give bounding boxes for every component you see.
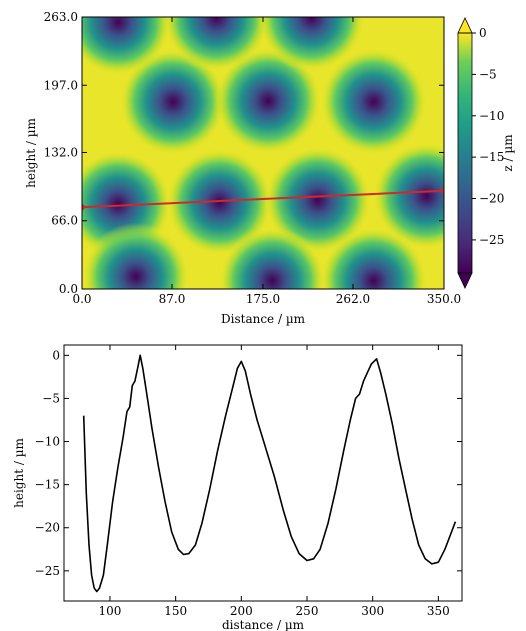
- pit-9: [82, 222, 190, 289]
- pit-5: [214, 46, 322, 155]
- profile-x-tick-label: 200: [230, 604, 253, 618]
- colorbar-label: z / µm: [501, 134, 515, 172]
- map-y-tick-label: 0.0: [59, 282, 78, 296]
- profile-y-tick-label: −10: [35, 435, 60, 449]
- profile-y-tick-label: −20: [35, 521, 60, 535]
- pit-4: [119, 48, 227, 156]
- colorbar-tick-label: −15: [479, 150, 504, 164]
- height-map-x-label: Distance / µm: [221, 312, 306, 326]
- map-x-tick-label: 175.0: [246, 292, 280, 306]
- pit-8: [319, 226, 428, 289]
- map-y-tick-label: 197.0: [44, 78, 78, 92]
- profile-series-line: [82, 354, 457, 593]
- pit-11: [257, 17, 366, 72]
- map-x-tick-label: 350.0: [427, 292, 461, 306]
- colorbar-body: [458, 33, 472, 273]
- colorbar-tick-label: −25: [479, 233, 504, 247]
- colorbar-frame: [457, 32, 473, 274]
- profile-y-tick-label: −25: [35, 564, 60, 578]
- pit-12: [82, 17, 172, 76]
- colorbar-ticks: 0 −5 −10 −15 −20 −25: [472, 26, 504, 247]
- profile-x-tick-label: 350: [427, 604, 450, 618]
- height-map-pits: [82, 17, 444, 289]
- colorbar-max-extend: [457, 17, 473, 34]
- profile-line-layer: [82, 187, 444, 211]
- profile-x-ticks: 100 150 200 250 300 350: [99, 345, 450, 618]
- profile-x-label: distance / µm: [222, 618, 305, 631]
- profile-plot-panel: 100 150 200 250 300 350 0 −5 −10 −15 −20 −25 dista…: [12, 344, 463, 631]
- profile-x-tick-label: 300: [361, 604, 384, 618]
- map-y-tick-label: 132.0: [44, 145, 78, 159]
- profile-x-tick-label: 100: [99, 604, 122, 618]
- map-x-tick-label: 0.0: [72, 292, 91, 306]
- profile-y-tick-label: 0: [52, 348, 60, 362]
- colorbar-tick-label: −5: [479, 67, 497, 81]
- profile-series: [82, 354, 457, 593]
- pit-6: [319, 48, 428, 156]
- profile-x-tick-label: 250: [296, 604, 319, 618]
- height-map-y-ticks: 0.0 66.0 132.0 197.0 263.0: [44, 10, 444, 296]
- pit-3: [372, 142, 444, 250]
- profile-y-ticks: 0 −5 −10 −15 −20 −25: [35, 348, 462, 578]
- profile-plot-frame: [63, 344, 463, 602]
- colorbar: 0 −5 −10 −15 −20 −25 z / µm: [457, 17, 515, 289]
- profile-line-end-marker: [441, 187, 444, 194]
- colorbar-tick-label: −20: [479, 192, 504, 206]
- pit-7: [218, 226, 327, 289]
- pit-1: [165, 148, 274, 256]
- map-x-tick-label: 262.0: [336, 292, 370, 306]
- profile-y-tick-label: −15: [35, 478, 60, 492]
- profile-y-label: height / µm: [12, 438, 26, 508]
- colorbar-min-extend: [457, 272, 473, 289]
- profile-plot-background: [64, 345, 462, 601]
- profile-y-tick-label: −5: [42, 391, 60, 405]
- colorbar-tick-label: −10: [479, 109, 504, 123]
- pit-2: [264, 146, 372, 254]
- profile-line: [82, 189, 444, 209]
- map-y-tick-label: 66.0: [51, 214, 78, 228]
- profile-x-tick-label: 150: [164, 604, 187, 618]
- height-map-x-ticks: 0.0 87.0 175.0 262.0 350.0: [72, 17, 461, 306]
- profile-line-start-marker: [82, 204, 85, 211]
- pit-10: [162, 17, 271, 72]
- height-map-panel: 0.0 87.0 175.0 262.0 350.0 0.0 66.0 132.0 197.0…: [24, 10, 461, 326]
- height-map-y-label: height / µm: [24, 118, 38, 188]
- map-x-tick-label: 87.0: [159, 292, 186, 306]
- colorbar-tick-label: 0: [479, 26, 487, 40]
- map-y-tick-label: 263.0: [44, 10, 78, 24]
